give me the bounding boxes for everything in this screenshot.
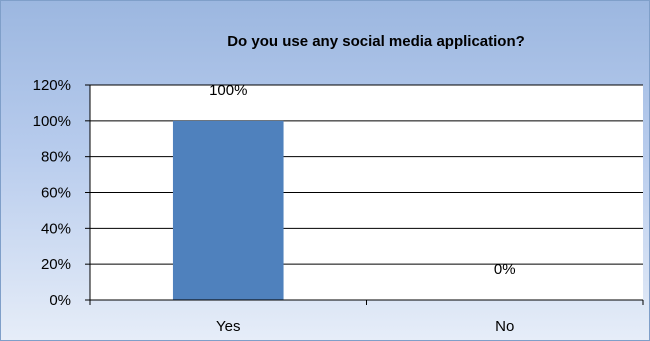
data-label: 0% <box>494 261 516 278</box>
x-tick-label: Yes <box>216 318 240 335</box>
x-tick-labels: Yes No <box>216 318 514 335</box>
y-tick-label: 40% <box>41 220 71 237</box>
y-tick-label: 60% <box>41 185 71 202</box>
chart-title: Do you use any social media application? <box>227 33 525 50</box>
y-tick-label: 20% <box>41 256 71 273</box>
y-tick-label: 120% <box>33 77 71 94</box>
data-labels: 100% 0% <box>209 82 516 278</box>
y-tick-labels: 0% 20% 40% 60% 80% 100% 120% <box>33 77 71 309</box>
y-tick-label: 80% <box>41 149 71 166</box>
bar-yes <box>172 120 284 300</box>
y-tick-label: 100% <box>33 113 71 130</box>
bars <box>172 120 284 300</box>
x-tick-label: No <box>495 318 514 335</box>
data-label: 100% <box>209 82 247 99</box>
axes <box>85 84 644 305</box>
y-tick-label: 0% <box>49 292 71 309</box>
